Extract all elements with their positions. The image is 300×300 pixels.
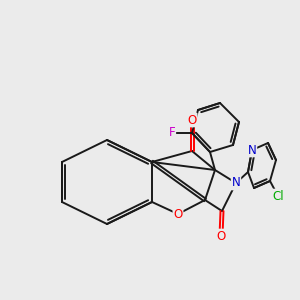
Text: F: F xyxy=(169,127,175,140)
Text: O: O xyxy=(216,230,226,242)
Text: Cl: Cl xyxy=(272,190,284,202)
Text: N: N xyxy=(232,176,240,190)
Text: O: O xyxy=(173,208,183,220)
Text: O: O xyxy=(188,113,196,127)
Text: N: N xyxy=(248,143,256,157)
